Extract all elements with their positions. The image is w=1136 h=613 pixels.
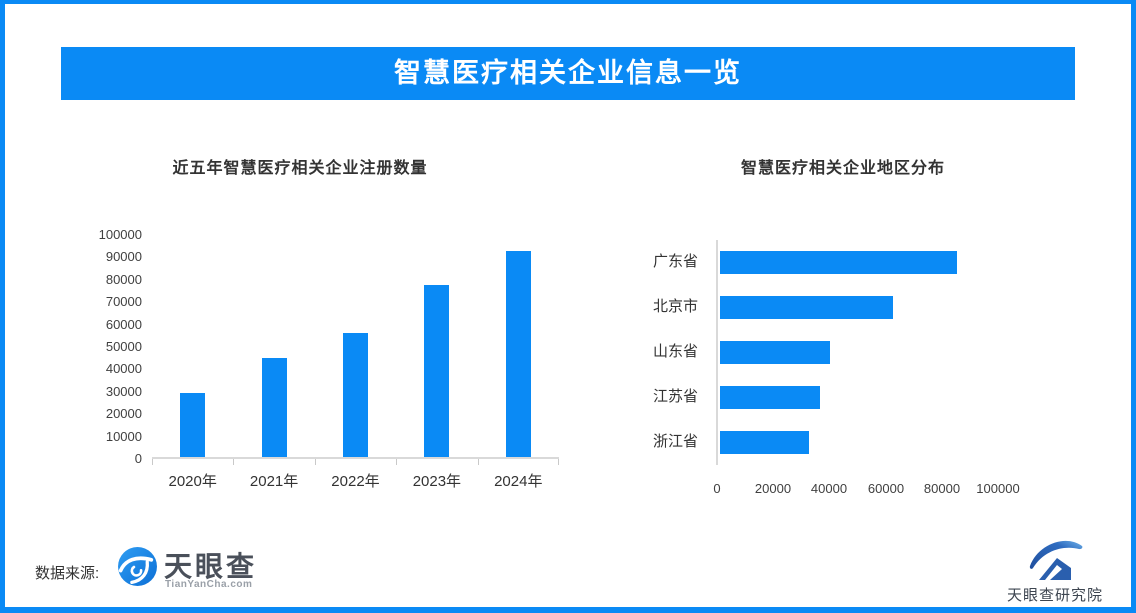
institute-name: 天眼查研究院 bbox=[1006, 587, 1103, 604]
axis-tick bbox=[396, 459, 397, 465]
y-tick-label: 70000 bbox=[105, 294, 142, 310]
category-label: 浙江省 bbox=[652, 433, 698, 450]
chart-title: 近五年智慧医疗相关企业注册数量 bbox=[172, 160, 428, 177]
y-tick-label: 100000 bbox=[98, 227, 142, 242]
tianyancha-eye-icon bbox=[118, 547, 157, 586]
plot-area bbox=[152, 235, 559, 465]
category-label: 山东省 bbox=[652, 343, 698, 360]
x-tick-label: 2020年 bbox=[168, 473, 217, 490]
category-label: 江苏省 bbox=[652, 388, 698, 405]
institute-swoosh-icon bbox=[1029, 540, 1083, 580]
y-tick-label: 30000 bbox=[105, 383, 142, 399]
bar-2020年 bbox=[180, 393, 206, 457]
registration-bar-chart: 近五年智慧医疗相关企业注册数量 0 10000 20000 30000 40000 500… bbox=[90, 150, 600, 510]
tianyancha-wordmark: 天眼查 bbox=[164, 551, 258, 582]
bar-2022年 bbox=[343, 333, 368, 457]
tianyancha-domain: TianYanCha.com bbox=[165, 579, 253, 590]
x-tick-label: 0 bbox=[713, 481, 721, 496]
category-label: 北京市 bbox=[652, 298, 698, 315]
axis-tick bbox=[152, 459, 153, 465]
y-tick-label: 20000 bbox=[105, 406, 142, 422]
x-tick-label: 20000 bbox=[754, 481, 792, 496]
axis-tick bbox=[233, 459, 234, 465]
tianyancha-logo: 天眼查 TianYanCha.com bbox=[117, 544, 277, 596]
y-tick-label: 60000 bbox=[105, 316, 142, 332]
category-label: 广东省 bbox=[652, 253, 698, 270]
institute-logo: 天眼查研究院 bbox=[1003, 536, 1107, 604]
plot-area bbox=[716, 240, 1066, 465]
bar-山东省 bbox=[720, 341, 830, 364]
region-bar-chart: 智慧医疗相关企业地区分布 广东省北京市山东省江苏省浙江省 0 20000 40000… bbox=[620, 150, 1090, 510]
y-tick-label: 90000 bbox=[105, 249, 142, 265]
axis-tick bbox=[315, 459, 316, 465]
x-tick-label: 60000 bbox=[867, 481, 905, 496]
y-tick-label: 40000 bbox=[105, 361, 142, 377]
x-tick-label: 100000 bbox=[976, 481, 1020, 496]
bar-2024年 bbox=[505, 251, 531, 457]
x-axis-labels: 0 20000 40000 60000 80000 100000 bbox=[713, 480, 1066, 498]
x-tick-label: 40000 bbox=[810, 481, 848, 496]
x-tick-label: 2021年 bbox=[249, 473, 299, 490]
bar-浙江省 bbox=[720, 431, 809, 454]
x-tick-label: 2022年 bbox=[331, 473, 380, 490]
bar-北京市 bbox=[720, 296, 893, 319]
y-tick-label: 10000 bbox=[105, 428, 142, 444]
x-axis-labels: 2020年 2021年 2022年 2023年 2024年 bbox=[152, 472, 559, 492]
axis-tick bbox=[478, 459, 479, 465]
page-title: 智慧医疗相关企业信息一览 bbox=[61, 47, 1075, 100]
bar-广东省 bbox=[720, 251, 957, 274]
data-source-label: 数据来源: bbox=[35, 565, 100, 582]
axis-tick bbox=[558, 459, 559, 465]
x-tick-label: 80000 bbox=[923, 481, 961, 496]
y-tick-label: 50000 bbox=[105, 339, 142, 354]
y-axis-labels: 0 10000 20000 30000 40000 50000 60000 70000 8000… bbox=[90, 227, 142, 466]
chart-title: 智慧医疗相关企业地区分布 bbox=[740, 160, 945, 177]
y-tick-label: 0 bbox=[134, 451, 142, 466]
category-axis-labels: 广东省北京市山东省江苏省浙江省 bbox=[620, 240, 708, 465]
x-tick-label: 2023年 bbox=[412, 473, 462, 490]
bar-江苏省 bbox=[720, 386, 820, 409]
bar-2023年 bbox=[424, 285, 450, 457]
y-tick-label: 80000 bbox=[105, 271, 142, 287]
x-tick-label: 2024年 bbox=[494, 473, 543, 490]
bar-2021年 bbox=[261, 358, 287, 457]
